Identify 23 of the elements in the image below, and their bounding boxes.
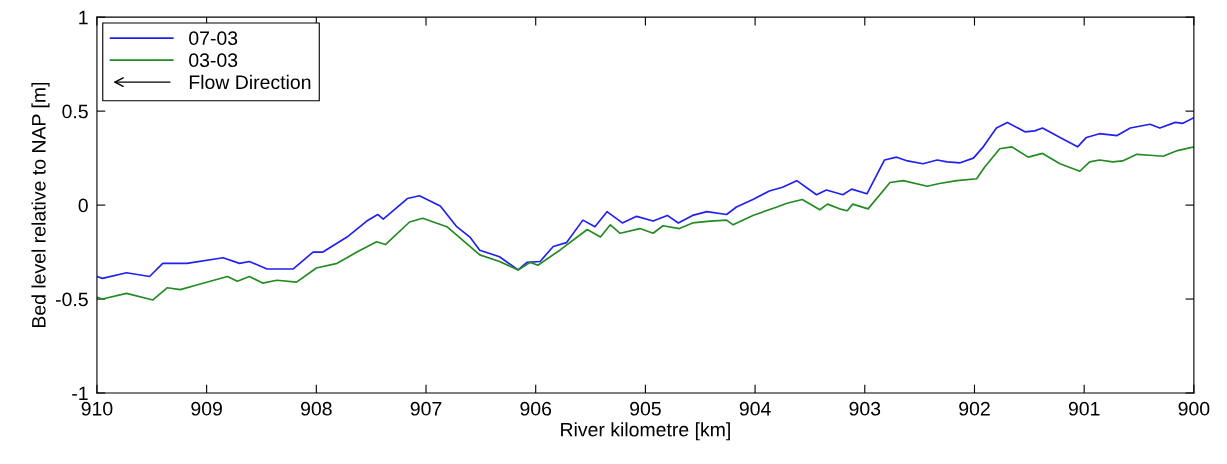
- x-tick-label: 909: [191, 401, 222, 416]
- line-series: [96, 116, 1194, 280]
- x-tick-label: 908: [301, 401, 332, 416]
- y-tick-label: 1: [79, 10, 88, 25]
- x-tick-label: 904: [739, 401, 771, 416]
- x-tick-label: 903: [849, 401, 881, 416]
- y-tick-label: 0: [78, 198, 88, 213]
- y-tick-label: 0.5: [62, 104, 88, 119]
- y-tick-label: -1: [72, 386, 88, 401]
- x-tick-label: 901: [1068, 401, 1100, 416]
- x-axis-title: River kilometre [km]: [561, 422, 730, 441]
- line-series: [96, 145, 1194, 301]
- x-tick-label: 910: [81, 401, 113, 416]
- x-tick-label: 905: [630, 401, 661, 416]
- x-tick-label: 907: [410, 401, 442, 416]
- legend-label: 07-03: [189, 31, 238, 46]
- y-tick-label: -0.5: [55, 292, 88, 307]
- y-axis-title: Bed level relative to NAP [m]: [31, 82, 50, 328]
- x-tick-label: 900: [1178, 401, 1210, 416]
- annotation: Flow Direction: [189, 74, 311, 90]
- x-tick-label: 902: [959, 401, 990, 416]
- legend-label: 03-03: [189, 53, 238, 68]
- x-tick-label: 906: [520, 401, 552, 416]
